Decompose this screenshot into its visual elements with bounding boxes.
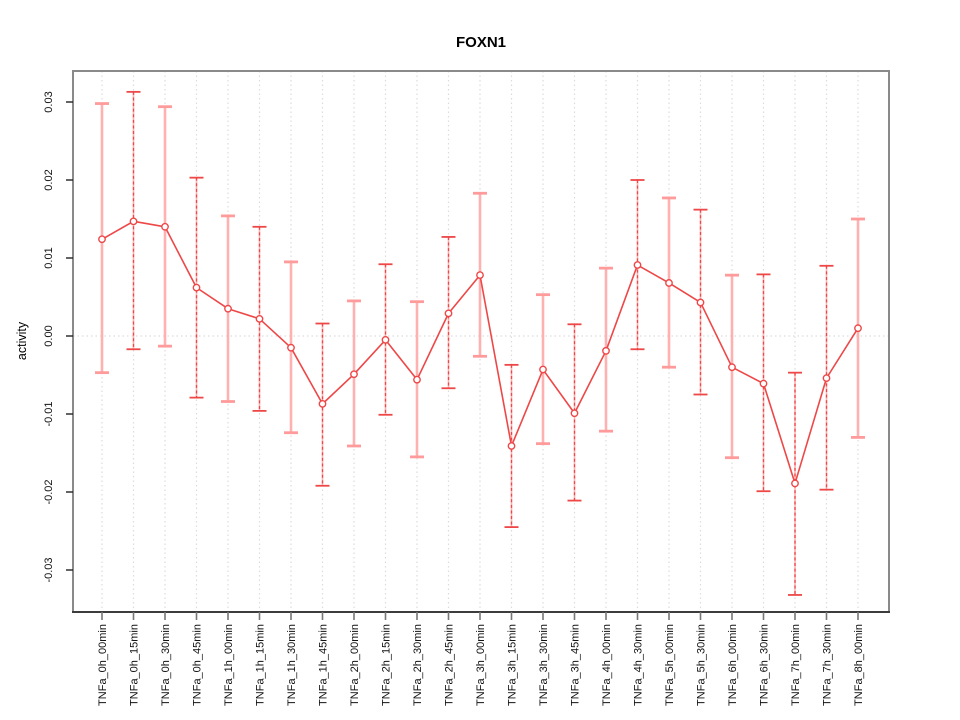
plot-box — [72, 70, 890, 613]
x-tick-label: TNFa_3h_30min — [538, 624, 550, 706]
data-point — [98, 235, 106, 244]
x-tick-label: TNFa_5h_00min — [664, 624, 676, 706]
x-tick-label: TNFa_1h_45min — [318, 624, 330, 706]
y-tick-label: -0.01 — [43, 401, 55, 426]
data-point — [570, 409, 579, 418]
data-point — [728, 363, 736, 372]
data-point — [413, 375, 421, 384]
x-tick-label: TNFa_0h_45min — [192, 624, 204, 706]
x-tick-label: TNFa_5h_30min — [696, 624, 708, 706]
x-tick-label: TNFa_2h_45min — [444, 624, 456, 706]
x-tick-label: TNFa_2h_15min — [381, 624, 393, 706]
data-points — [98, 217, 862, 488]
x-tick-label: TNFa_7h_00min — [790, 624, 802, 706]
x-tick-label: TNFa_3h_00min — [475, 624, 487, 706]
y-tick-label: 0.03 — [43, 91, 55, 112]
y-tick-label: -0.03 — [43, 557, 55, 582]
x-tick-label: TNFa_1h_00min — [223, 624, 235, 706]
data-point — [665, 279, 673, 287]
x-tick-label: TNFa_1h_15min — [255, 624, 267, 706]
x-tick-label: TNFa_4h_30min — [633, 624, 645, 706]
x-tick-label: TNFa_6h_30min — [759, 624, 771, 706]
data-point — [224, 304, 232, 313]
y-tick-label: 0.02 — [43, 169, 55, 190]
x-tick-label: TNFa_7h_30min — [822, 624, 834, 706]
data-point — [318, 399, 327, 408]
x-tick-label: TNFa_0h_30min — [160, 624, 172, 706]
y-tick-label: -0.02 — [43, 479, 55, 504]
x-tick-label: TNFa_3h_45min — [570, 624, 582, 706]
data-point — [822, 374, 831, 383]
x-tick-label: TNFa_3h_15min — [507, 624, 519, 706]
data-point — [476, 271, 484, 280]
data-point — [381, 335, 390, 344]
data-point — [129, 217, 138, 226]
y-axis-label: activity — [15, 321, 29, 360]
data-point — [444, 309, 453, 318]
data-point — [350, 370, 358, 379]
data-point — [507, 442, 516, 450]
chart-title: FOXN1 — [456, 34, 506, 51]
data-point — [791, 479, 799, 488]
x-tick-label: TNFa_2h_00min — [349, 624, 361, 706]
data-point — [602, 346, 610, 355]
data-point — [539, 365, 547, 374]
x-tick-label: TNFa_0h_15min — [129, 624, 141, 706]
data-point — [287, 343, 295, 352]
axis-ticks — [66, 101, 859, 620]
x-tick-labels: TNFa_0h_00min TNFa_0h_15min TNFa_0h_30min T… — [97, 624, 865, 706]
data-point — [696, 298, 705, 307]
x-tick-label: TNFa_0h_00min — [97, 624, 109, 706]
x-tick-label: TNFa_6h_00min — [727, 624, 739, 706]
y-tick-label: 0.00 — [43, 325, 55, 346]
data-point — [192, 283, 201, 292]
error-bars — [95, 90, 865, 596]
data-point — [854, 324, 862, 333]
data-point — [161, 222, 169, 231]
x-tick-label: TNFa_1h_30min — [286, 624, 298, 706]
x-tick-label: TNFa_2h_30min — [412, 624, 424, 706]
x-tick-label: TNFa_4h_00min — [601, 624, 613, 706]
y-tick-labels: -0.03 -0.02 -0.01 0.00 0.01 0.02 0.03 — [43, 91, 55, 582]
data-point — [759, 379, 768, 388]
x-tick-label: TNFa_8h_00min — [853, 624, 865, 706]
y-tick-label: 0.01 — [43, 247, 55, 268]
data-point — [633, 261, 642, 269]
data-point — [255, 314, 264, 323]
